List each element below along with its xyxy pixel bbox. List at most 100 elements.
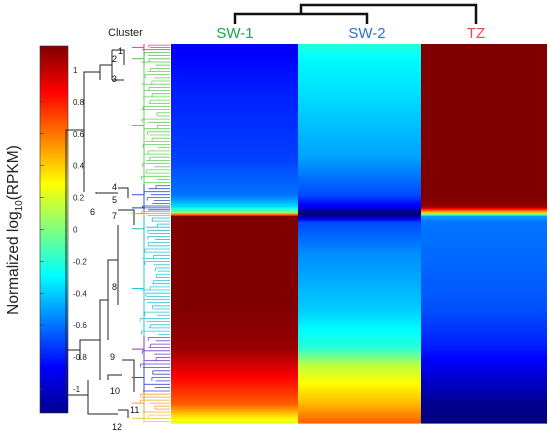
heatmap-cell <box>298 105 421 109</box>
heatmap-cell <box>298 51 421 55</box>
dendrogram-branch <box>118 409 129 418</box>
heatmap-cell <box>171 147 298 151</box>
heatmap-cell <box>171 409 298 412</box>
cluster-label-8: 8 <box>112 282 117 292</box>
heatmap-cell <box>298 253 421 257</box>
heatmap-cell <box>298 57 421 61</box>
heatmap-cell <box>171 213 298 217</box>
heatmap-cell <box>171 197 298 201</box>
heatmap-cell <box>421 205 547 209</box>
heatmap-cell <box>298 69 421 73</box>
heatmap-cell <box>421 197 547 201</box>
dendrogram-cluster-stem <box>132 205 145 211</box>
heatmap-cell <box>171 297 298 300</box>
heatmap-cell <box>298 263 421 267</box>
heatmap-cell <box>298 183 421 187</box>
heatmap-cell <box>421 311 547 314</box>
heatmap-cell <box>171 363 298 366</box>
heatmap-cell <box>171 345 298 348</box>
heatmap-cell <box>298 317 421 320</box>
heatmap-cell <box>171 49 298 53</box>
heatmap-cell <box>421 339 547 342</box>
heatmap-cell <box>171 389 298 392</box>
heatmap-cell <box>171 47 298 51</box>
heatmap-cell <box>421 291 547 294</box>
heatmap-cell <box>298 337 421 340</box>
heatmap-cell <box>171 145 298 149</box>
dendrogram-title: Cluster <box>108 27 143 39</box>
heatmap-cell <box>421 411 547 414</box>
heatmap-cell <box>421 175 547 179</box>
heatmap-cell <box>298 245 421 249</box>
column-labels: SW-1 SW-2 TZ <box>216 25 485 42</box>
heatmap-cell <box>421 209 547 213</box>
heatmap-cell <box>421 359 547 362</box>
cluster-label-6: 6 <box>90 207 95 217</box>
heatmap-cell <box>171 143 298 147</box>
heatmap-cell <box>298 87 421 91</box>
heatmap-cell <box>171 73 298 77</box>
heatmap-cell <box>421 279 547 282</box>
heatmap-cell <box>171 309 298 312</box>
heatmap-cell <box>298 419 421 422</box>
heatmap-cell <box>171 277 298 280</box>
cluster-label-11: 11 <box>130 405 139 415</box>
heatmap-cell <box>171 71 298 75</box>
column-dendrogram-outer-branch <box>299 3 478 24</box>
heatmap-cell <box>421 315 547 318</box>
heatmap-cell <box>171 87 298 91</box>
heatmap-cell <box>298 103 421 107</box>
heatmap-cell <box>421 119 547 123</box>
heatmap-cell <box>171 267 298 271</box>
heatmap-cell <box>171 133 298 137</box>
heatmap-cell <box>171 245 298 249</box>
heatmap-cell <box>171 329 298 332</box>
heatmap-cell <box>421 81 547 85</box>
cluster-6-leaves <box>132 210 170 217</box>
heatmap-cell <box>298 225 421 229</box>
dendrogram-branch <box>99 64 112 80</box>
heatmap-cell <box>298 99 421 103</box>
heatmap-cell <box>421 253 547 257</box>
heatmap-cell <box>421 173 547 177</box>
heatmap-cell <box>171 219 298 223</box>
heatmap-cell <box>421 149 547 153</box>
heatmap-cell <box>298 179 421 183</box>
heatmap-cell <box>421 321 547 324</box>
heatmap-cell <box>421 329 547 332</box>
cluster-2-leaves <box>132 50 170 67</box>
colorbar-tick-label: 0 <box>73 226 78 235</box>
heatmap-cell <box>171 265 298 269</box>
heatmap-cell <box>298 251 421 255</box>
heatmap-cell <box>421 237 547 241</box>
heatmap-cell <box>171 311 298 314</box>
dendrogram-branch <box>118 187 129 198</box>
heatmap-cell <box>298 333 421 336</box>
heatmap-cell <box>171 269 298 272</box>
heatmap-cell <box>298 361 421 364</box>
heatmap-cell <box>421 201 547 205</box>
heatmap-cell <box>421 199 547 203</box>
heatmap-cell <box>171 53 298 57</box>
heatmap-cell <box>171 307 298 310</box>
dendrogram-branch <box>95 192 118 194</box>
heatmap-cell <box>421 105 547 109</box>
heatmap-cell <box>298 341 421 344</box>
heatmap-cell <box>171 231 298 235</box>
heatmap-cell <box>298 385 421 388</box>
heatmap-cell <box>171 243 298 247</box>
heatmap-cell <box>421 65 547 69</box>
heatmap-cell <box>298 159 421 163</box>
dendrogram-cluster-stem <box>132 44 145 51</box>
heatmap-cell <box>298 289 421 292</box>
heatmap-cell <box>171 271 298 274</box>
heatmap-cell <box>421 417 547 420</box>
heatmap-cell <box>421 95 547 99</box>
heatmap-cell <box>298 173 421 177</box>
heatmap-cell <box>421 287 547 290</box>
heatmap-cell <box>298 267 421 271</box>
heatmap-cell <box>421 243 547 247</box>
dendrogram-cluster-stem <box>132 362 145 393</box>
heatmap-cell <box>421 327 547 330</box>
heatmap-cell <box>171 157 298 161</box>
